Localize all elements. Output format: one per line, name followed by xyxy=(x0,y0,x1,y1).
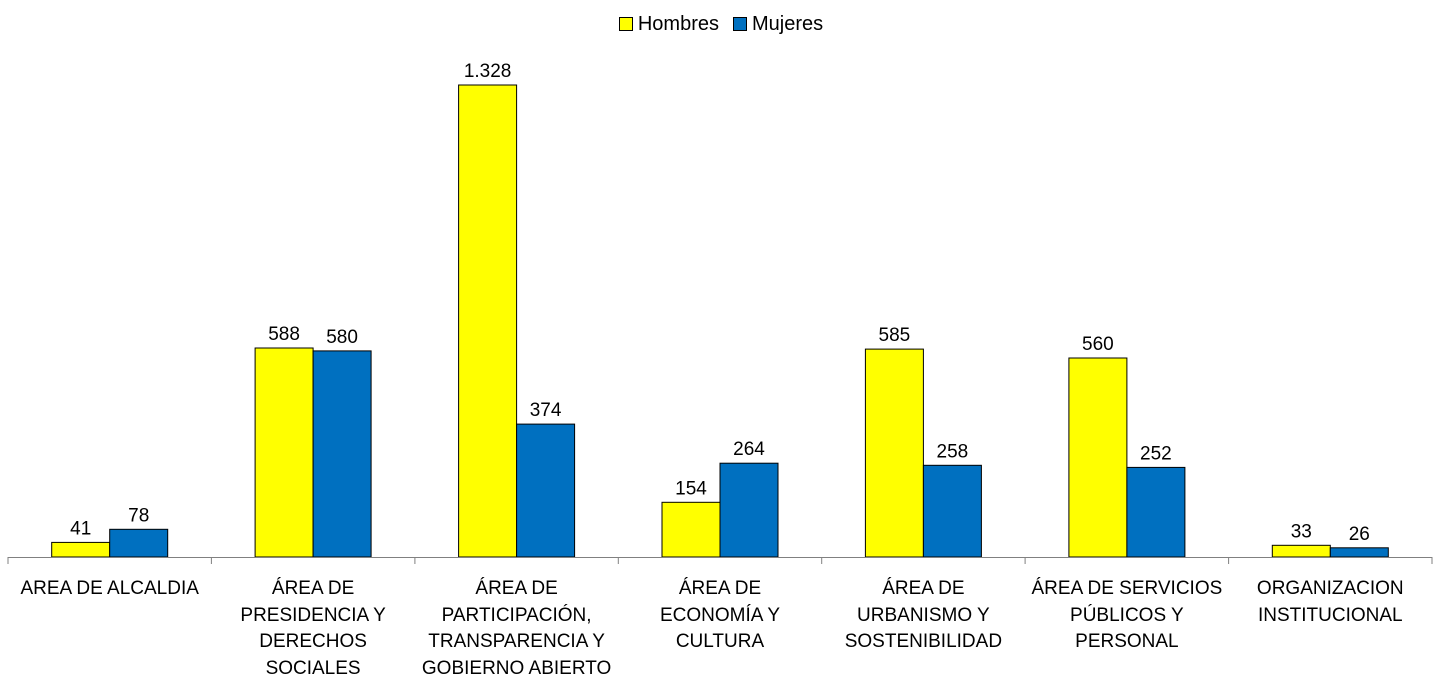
bar-mujeres-participacion xyxy=(516,423,576,558)
bar-hombres-presidencia xyxy=(254,347,314,558)
legend-label-series-1: Mujeres xyxy=(752,13,824,35)
bar-hombres-urbanismo xyxy=(864,348,924,558)
bar-hombres-economia xyxy=(661,501,721,558)
bar-hombres-participacion xyxy=(458,84,518,558)
bar-mujeres-servicios xyxy=(1126,466,1186,558)
legend-label-series-0: Hombres xyxy=(637,13,719,35)
category-label-urbanismo: ÁREA DE URBANISMO Y SOSTENIBILIDAD xyxy=(844,578,1003,652)
category-label-servicios: ÁREA DE SERVICIOS PÚBLICOS Y PERSONAL xyxy=(1031,578,1223,652)
legend-swatch-series-1 xyxy=(733,17,747,31)
category-label-presidencia: ÁREA DE PRESIDENCIA Y DERECHOS SOCIALES xyxy=(240,578,386,679)
bar-mujeres-organizacion xyxy=(1329,547,1389,558)
bar-hombres-alcaldia xyxy=(51,541,111,558)
legend-item-series-1: Mujeres xyxy=(733,12,823,36)
legend-item-series-0: Hombres xyxy=(618,12,719,36)
bar-hombres-organizacion xyxy=(1271,544,1331,558)
chart-legend: Hombres Mujeres xyxy=(0,12,1442,36)
value-label-hombres-urbanismo: 585 xyxy=(879,325,911,346)
value-label-mujeres-urbanismo: 258 xyxy=(937,441,969,462)
bar-mujeres-alcaldia xyxy=(109,528,169,558)
value-label-mujeres-economia: 264 xyxy=(733,439,765,460)
bar-mujeres-urbanismo xyxy=(922,464,982,558)
value-label-hombres-participacion: 1.328 xyxy=(464,61,512,82)
value-label-mujeres-alcaldia: 78 xyxy=(128,505,149,526)
category-label-organizacion: ORGANIZACION INSTITUCIONAL xyxy=(1256,578,1404,626)
value-label-hombres-servicios: 560 xyxy=(1082,334,1114,355)
category-label-participacion: ÁREA DE PARTICIPACIÓN, TRANSPARENCIA Y G… xyxy=(421,578,612,679)
legend-swatch-series-0 xyxy=(618,17,633,31)
value-label-hombres-alcaldia: 41 xyxy=(70,518,91,539)
category-label-alcaldia: AREA DE ALCALDIA xyxy=(20,578,199,599)
bar-hombres-servicios xyxy=(1068,357,1128,558)
value-label-hombres-economia: 154 xyxy=(675,478,707,499)
bar-mujeres-presidencia xyxy=(312,350,372,558)
value-label-mujeres-participacion: 374 xyxy=(530,400,562,421)
value-label-mujeres-presidencia: 580 xyxy=(326,327,358,348)
bar-mujeres-economia xyxy=(719,462,779,558)
value-label-mujeres-organizacion: 26 xyxy=(1349,524,1370,545)
category-label-economia: ÁREA DE ECONOMÍA Y CULTURA xyxy=(659,578,780,652)
value-label-mujeres-servicios: 252 xyxy=(1140,443,1172,464)
value-label-hombres-presidencia: 588 xyxy=(268,324,300,345)
value-label-hombres-organizacion: 33 xyxy=(1291,521,1312,542)
